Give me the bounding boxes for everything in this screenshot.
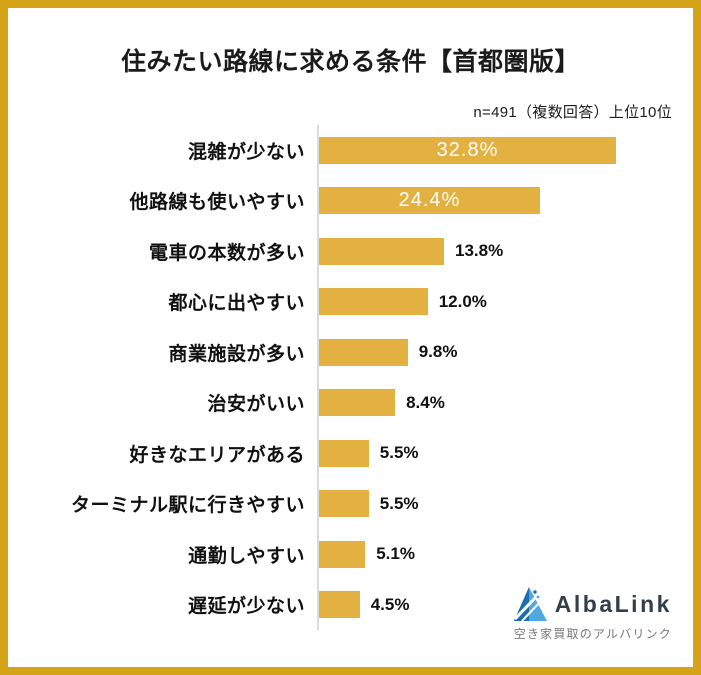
value-label: 4.5%: [370, 594, 410, 614]
bar-track: 5.5%: [317, 428, 693, 479]
chart-row: 混雑が少ない 32.8%: [8, 125, 693, 176]
albalink-logo-tagline: 空き家買取のアルバリンク: [513, 627, 672, 641]
category-label: 商業施設が多い: [168, 343, 305, 365]
value-label: 9.8%: [418, 342, 458, 362]
category-label: 電車の本数が多い: [148, 242, 305, 264]
albalink-logo-row: AlbaLink: [513, 586, 672, 622]
bar: 24.4%: [319, 187, 540, 215]
bar-chart: 混雑が少ない 32.8% 他路線も使いやすい 24.4% 電車の本数が多い 13.8% 都心…: [8, 125, 693, 630]
value-label: 13.8%: [455, 241, 504, 261]
chart-row: ターミナル駅に行きやすい 5.5%: [8, 478, 693, 529]
bar-track: 12.0%: [317, 276, 693, 327]
category-label: 都心に出やすい: [168, 293, 305, 315]
chart-row: 都心に出やすい 12.0%: [8, 276, 693, 327]
chart-row: 商業施設が多い 9.8%: [8, 327, 693, 378]
chart-row: 電車の本数が多い 13.8%: [8, 226, 693, 277]
chart-row: 遅延が少ない 4.5%: [8, 579, 693, 630]
chart-row: 通勤しやすい 5.1%: [8, 529, 693, 580]
bar-track: 4.5%: [317, 579, 693, 630]
bar-track: 24.4%: [317, 175, 693, 226]
bar-track: 8.4%: [317, 377, 693, 428]
category-label: 遅延が少ない: [187, 596, 305, 618]
bar: 32.8%: [319, 136, 616, 164]
category-label: 好きなエリアがある: [129, 444, 305, 466]
albalink-logo: AlbaLink 空き家買取のアルバリンク: [514, 586, 672, 642]
bar-track: 5.5%: [317, 478, 693, 529]
bar: [319, 591, 360, 619]
chart-row: 他路線も使いやすい 24.4%: [8, 175, 693, 226]
bar-track: 13.8%: [317, 226, 693, 277]
category-label: ターミナル駅に行きやすい: [70, 495, 305, 517]
sample-size-note: n=491（複数回答）上位10位: [473, 104, 672, 121]
value-label: 5.5%: [379, 443, 419, 463]
value-label: 12.0%: [438, 291, 487, 311]
bar-track: 5.1%: [317, 529, 693, 580]
bar: [319, 338, 408, 366]
bar: [319, 389, 396, 417]
category-label: 治安がいい: [207, 394, 305, 416]
category-label: 他路線も使いやすい: [129, 192, 305, 214]
value-label: 5.1%: [376, 544, 415, 564]
chart-row: 好きなエリアがある 5.5%: [8, 428, 693, 479]
bar: [319, 540, 366, 568]
bar-track: 32.8%: [317, 125, 693, 176]
value-label: 32.8%: [436, 138, 499, 161]
category-label: 混雑が少ない: [187, 141, 305, 163]
category-label: 通勤しやすい: [188, 545, 305, 567]
albalink-logo-text: AlbaLink: [554, 590, 672, 617]
bar: [319, 439, 369, 467]
page-title: 住みたい路線に求める条件【首都圏版】: [120, 48, 580, 76]
bar: [319, 288, 428, 316]
bar: [319, 237, 444, 265]
value-label: 24.4%: [398, 189, 461, 212]
value-label: 8.4%: [406, 392, 445, 412]
value-label: 5.5%: [379, 493, 419, 513]
chart-row: 治安がいい 8.4%: [8, 377, 693, 428]
bar-track: 9.8%: [317, 327, 693, 378]
albalink-mountain-icon: [513, 587, 547, 622]
bar: [319, 490, 369, 518]
